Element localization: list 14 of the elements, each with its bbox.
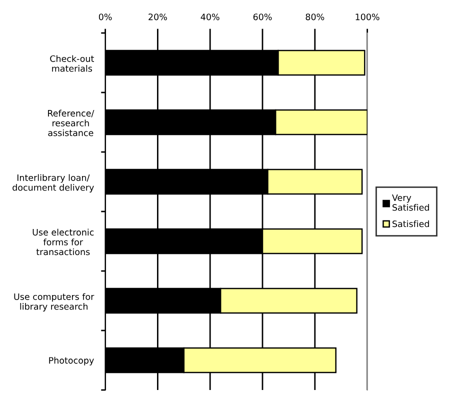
- legend-label: Very Satisfied: [392, 194, 429, 211]
- y-tick-label: Check-out materials: [50, 55, 94, 72]
- y-tick-label: Use electronic forms for transactions: [32, 228, 94, 256]
- x-tick-label: 60%: [253, 14, 272, 20]
- y-tick-label: Photocopy: [49, 356, 94, 366]
- x-tick-label: 20%: [148, 14, 167, 20]
- x-tick-label: 80%: [306, 14, 324, 20]
- x-tick-label: 0%: [98, 14, 112, 20]
- y-tick-label: Use computers for library research: [14, 293, 94, 312]
- legend-label: Satisfied: [392, 220, 429, 228]
- y-tick-label: Interlibrary loan/ document delivery: [12, 174, 94, 192]
- x-tick-label: 40%: [200, 14, 220, 20]
- y-tick-label: Reference/ research assistance: [48, 110, 94, 136]
- x-tick-label: 100%: [356, 14, 380, 20]
